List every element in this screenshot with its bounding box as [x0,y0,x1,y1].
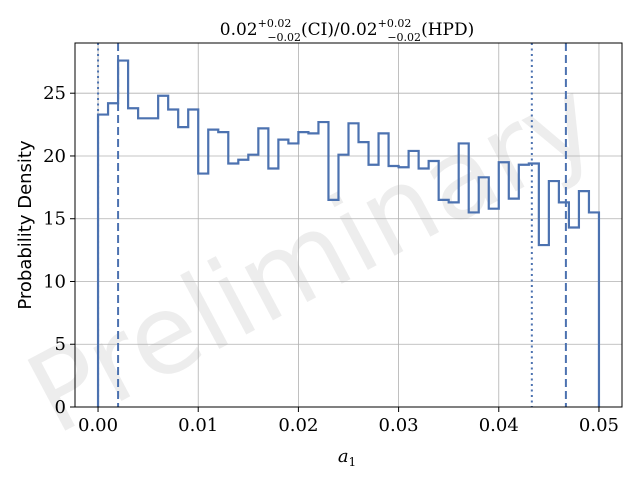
histogram-step-line [96,59,601,407]
y-tick-label: 15 [43,209,66,230]
chart-title: 0.02+0.02 −0.02(CI)/0.02+0.02 −0.02(HPD) [220,17,474,44]
x-tick-label: 0.05 [579,415,619,436]
x-axis-label: a1 [338,446,356,469]
title-hpd-sub: −0.02 [387,31,421,44]
y-ticks: 0 5 10 15 20 25 [43,83,75,418]
plot-frame [74,42,623,408]
title-ci-label: (CI)/ [301,20,340,40]
x-tick-label: 0.04 [479,415,519,436]
y-tick-label: 25 [43,83,66,104]
y-tick-label: 0 [55,397,66,418]
interval-lines [97,43,567,407]
y-tick-label: 20 [43,146,66,167]
x-axis-label-sub: 1 [349,455,357,469]
x-tick-label: 0.01 [178,415,218,436]
title-ci-sub: −0.02 [267,31,301,44]
histogram-series [96,59,601,407]
title-hpd-value: 0.02 [340,20,378,40]
axes-frame [74,42,623,408]
gridlines [75,43,622,408]
title-hpd-sup: +0.02 [378,17,412,30]
y-tick-label: 5 [55,334,66,355]
x-tick-label: 0.02 [278,415,318,436]
title-ci-sup: +0.02 [258,17,292,30]
title-hpd-label: (HPD) [421,20,474,40]
title-value: 0.02 [220,20,258,40]
y-axis-label: Probability Density [15,140,36,310]
y-tick-label: 10 [43,271,66,292]
x-tick-label: 0.00 [78,415,118,436]
x-axis-label-main: a [338,446,349,467]
x-ticks: 0.00 0.01 0.02 0.03 0.04 0.05 [78,407,619,436]
x-tick-label: 0.03 [379,415,419,436]
